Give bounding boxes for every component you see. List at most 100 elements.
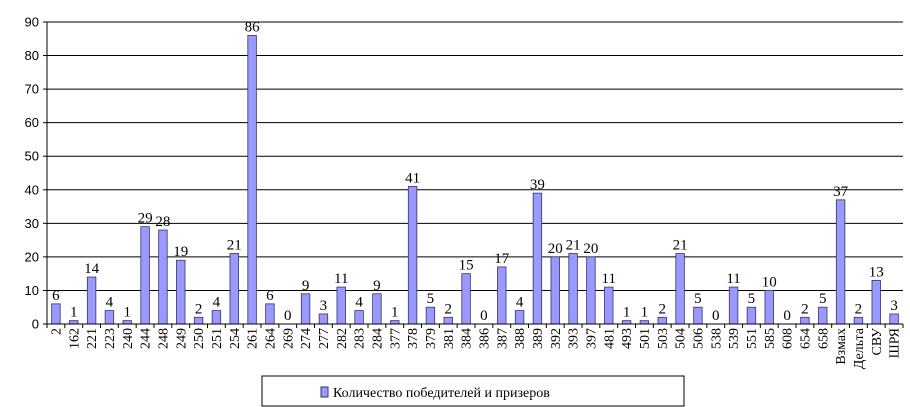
y-axis-ticks: 0 10 20 30 40 50 60 70 80 90: [25, 15, 47, 332]
data-label: 20: [583, 241, 598, 257]
x-tick-label: 397: [584, 328, 599, 349]
x-tick-label: 388: [513, 328, 528, 349]
bar: [390, 321, 399, 324]
x-tick-label: 506: [691, 328, 706, 349]
bar: [515, 311, 524, 324]
y-tick-label: 20: [25, 249, 39, 264]
x-tick-label: 481: [602, 328, 617, 349]
y-tick-label: 60: [25, 115, 39, 130]
bar: [266, 304, 275, 324]
x-tick-label: 2: [49, 328, 64, 335]
x-tick-label: 384: [460, 328, 475, 349]
bar: [69, 321, 78, 324]
x-tick-label: 274: [299, 328, 314, 349]
x-tick-label: 608: [781, 328, 796, 349]
data-label: 39: [530, 177, 545, 193]
bar: [212, 311, 221, 324]
data-label: 5: [748, 291, 756, 307]
data-label: 15: [459, 258, 474, 274]
data-label: 1: [641, 305, 649, 321]
bar: [890, 314, 899, 324]
x-axis-ticks: 2 162 221 223 240 244 248 249 250 251 254 261 264 269…: [47, 324, 903, 369]
x-tick-label: 538: [709, 328, 724, 349]
legend: Количество победителей и призеров: [262, 376, 684, 406]
x-tick-label: 254: [228, 328, 243, 349]
bar: [248, 35, 257, 324]
y-tick-label: 80: [25, 48, 39, 63]
x-tick-label: 379: [424, 328, 439, 349]
x-tick-label: 377: [388, 328, 403, 349]
bar: [426, 307, 435, 324]
data-label: 6: [266, 288, 274, 304]
bar: [569, 254, 578, 324]
bar: [123, 321, 132, 324]
bar: [747, 307, 756, 324]
data-label: 4: [213, 295, 221, 311]
data-label: 5: [694, 291, 702, 307]
data-label: 6: [52, 288, 60, 304]
x-tick-label: 392: [549, 328, 564, 349]
data-label: 21: [673, 238, 688, 254]
bar: [872, 280, 881, 324]
legend-label: Количество победителей и призеров: [333, 386, 550, 401]
data-label: 1: [124, 305, 132, 321]
bar: [587, 257, 596, 324]
bar: [497, 267, 506, 324]
x-tick-label: 283: [353, 328, 368, 349]
x-tick-label: 269: [281, 328, 296, 349]
bar: [854, 317, 863, 324]
x-tick-label: 381: [442, 328, 457, 349]
data-label: 14: [84, 261, 100, 277]
data-label: 19: [173, 244, 188, 260]
legend-swatch: [321, 387, 328, 397]
bar: [87, 277, 96, 324]
x-tick-label: 221: [85, 328, 100, 349]
bar: [658, 317, 667, 324]
data-label: 2: [195, 301, 203, 317]
x-tick-label: ШРЯ: [888, 328, 903, 358]
data-label: 5: [819, 291, 827, 307]
y-tick-label: 40: [25, 182, 39, 197]
bar: [355, 311, 364, 324]
bar: [640, 321, 649, 324]
data-label: 3: [890, 298, 898, 314]
data-label: 3: [320, 298, 328, 314]
x-tick-label: Дельта: [852, 327, 867, 369]
bar: [408, 186, 417, 324]
x-tick-label: 261: [246, 328, 261, 349]
data-label: 0: [712, 308, 720, 324]
bar: [818, 307, 827, 324]
bar: [551, 257, 560, 324]
y-tick-label: 50: [25, 149, 39, 164]
data-label: 0: [783, 308, 791, 324]
x-tick-label: 251: [210, 328, 225, 349]
bar: [694, 307, 703, 324]
data-label: 1: [70, 305, 78, 321]
x-tick-label: 493: [620, 328, 635, 349]
bar: [319, 314, 328, 324]
bar: [159, 230, 168, 324]
y-tick-label: 30: [25, 216, 39, 231]
data-label: 0: [480, 308, 488, 324]
bar: [729, 287, 738, 324]
data-label: 4: [516, 295, 524, 311]
x-tick-label: 240: [121, 328, 136, 349]
bar: [301, 294, 310, 324]
bar: [533, 193, 542, 324]
bar: [462, 274, 471, 324]
x-tick-label: 503: [656, 328, 671, 349]
bar: [622, 321, 631, 324]
data-label: 2: [801, 301, 809, 317]
x-tick-label: 264: [263, 328, 278, 349]
y-tick-label: 70: [25, 82, 39, 97]
x-tick-label: 658: [816, 328, 831, 349]
bar: [141, 227, 150, 324]
x-tick-label: 539: [727, 328, 742, 349]
y-tick-label: 0: [32, 317, 39, 332]
data-label: 17: [494, 251, 510, 267]
x-tick-label: 654: [798, 328, 813, 349]
x-tick-label: 249: [174, 328, 189, 349]
data-label: 20: [548, 241, 563, 257]
bar: [444, 317, 453, 324]
bar: [52, 304, 61, 324]
